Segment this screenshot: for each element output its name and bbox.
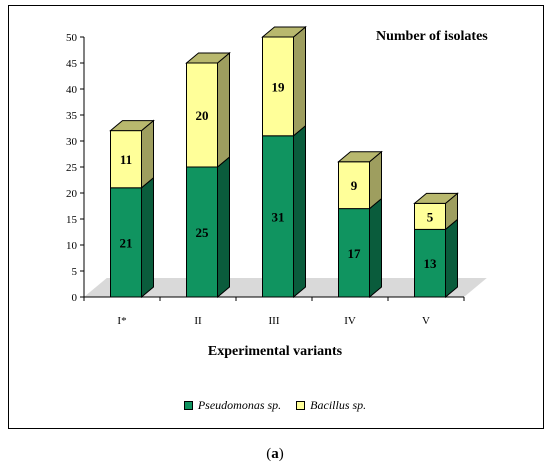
bar-bacillus-1 (186, 62, 218, 168)
caption-letter: a (271, 446, 279, 462)
data-label-pseudomonas-1: 25 (196, 225, 210, 240)
data-label-bacillus-3: 9 (351, 178, 358, 193)
bar-top-3 (337, 151, 383, 163)
data-label-pseudomonas-4: 13 (424, 256, 438, 271)
data-label-bacillus-2: 19 (272, 79, 286, 94)
figure-caption: (a) (0, 446, 550, 463)
y-tick-label-10: 50 (66, 32, 78, 44)
data-label-bacillus-1: 20 (196, 108, 209, 123)
bar-side-pseudomonas-3 (369, 197, 382, 299)
bar-top-4 (413, 192, 459, 204)
legend-label-pseudomonas: Pseudomonas sp. (197, 398, 282, 412)
bar-bacillus-2 (262, 36, 294, 137)
data-label-pseudomonas-3: 17 (348, 246, 362, 261)
bar-side-bacillus-2 (293, 25, 306, 137)
bar-side-pseudomonas-1 (217, 155, 230, 299)
caption-close: ) (278, 446, 284, 462)
y-tick-label-2: 10 (66, 240, 78, 252)
y-tick-label-1: 5 (72, 266, 78, 278)
x-axis-label: Experimental variants (207, 344, 343, 359)
bar-top-1 (185, 52, 231, 64)
legend-label-bacillus: Bacillus sp. (310, 398, 367, 412)
y-tick-label-4: 20 (66, 188, 78, 200)
y-tick-label-8: 40 (66, 84, 78, 96)
x-tick-label-1: II (194, 315, 202, 327)
bar-side-pseudomonas-4 (445, 218, 458, 299)
caption-open: ( (266, 446, 272, 462)
bar-top-2 (261, 26, 307, 38)
x-tick-label-2: III (269, 315, 280, 327)
x-tick-label-0: I* (117, 315, 126, 327)
chart-frame (8, 5, 544, 429)
bar-top-0 (109, 120, 155, 132)
chart-title: Number of isolates (376, 29, 488, 44)
legend-swatch-bacillus (296, 401, 306, 410)
y-tick-label-7: 35 (66, 110, 78, 122)
bar-bacillus-0 (110, 130, 142, 189)
bar-pseudomonas-3 (338, 208, 370, 298)
bar-side-bacillus-1 (217, 51, 230, 169)
bar-pseudomonas-1 (186, 166, 218, 298)
bar-pseudomonas-0 (110, 187, 142, 298)
y-tick-label-0: 0 (72, 292, 78, 304)
bar-side-pseudomonas-0 (141, 176, 154, 299)
x-tick-label-4: V (422, 315, 430, 327)
legend-item-bacillus: Bacillus sp. (296, 398, 366, 413)
y-tick-label-5: 25 (66, 162, 78, 174)
data-label-bacillus-4: 5 (427, 209, 434, 224)
bar-bacillus-3 (338, 161, 370, 210)
legend-swatch-pseudomonas (183, 401, 193, 410)
data-label-bacillus-0: 11 (120, 152, 132, 167)
data-label-pseudomonas-2: 31 (272, 209, 285, 224)
bar-side-bacillus-0 (141, 119, 154, 189)
data-label-pseudomonas-0: 21 (120, 235, 133, 250)
y-tick-label-9: 45 (66, 58, 78, 70)
y-tick-label-6: 30 (66, 136, 78, 148)
bar-side-pseudomonas-2 (293, 124, 306, 299)
x-tick-label-3: IV (344, 315, 356, 327)
legend: Pseudomonas sp. Bacillus sp. (0, 398, 550, 414)
y-tick-label-3: 15 (66, 214, 78, 226)
legend-item-pseudomonas: Pseudomonas sp. (183, 398, 282, 413)
